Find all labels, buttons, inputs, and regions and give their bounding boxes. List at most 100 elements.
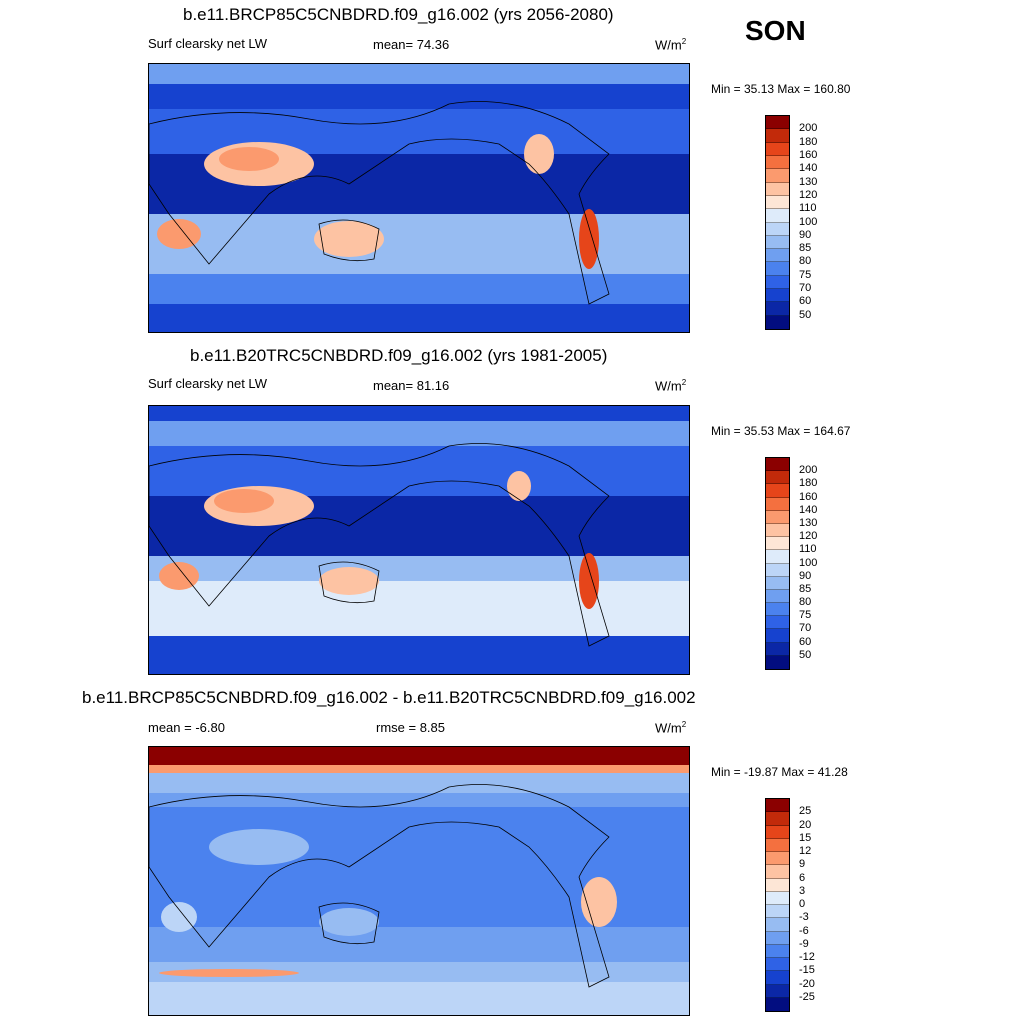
panel3-map (148, 746, 690, 1016)
panel3-rmse-label: rmse = 8.85 (376, 720, 446, 735)
panel2-variable-label: Surf clearsky net LW (148, 376, 267, 391)
colorbar-tick-label: 75 (799, 609, 812, 622)
colorbar-tick-label: 90 (799, 228, 812, 241)
colorbar-segment (766, 931, 789, 945)
colorbar-segment (766, 129, 789, 143)
panel1-colorbar-labels: 200 180 160 140 130 120 110 100 90 85 80 75 70 60 50 (799, 115, 839, 330)
panel2-colorbar-labels: 200 180 160 140 130 120 110 100 90 85 80 75 70 60 50 (799, 457, 839, 670)
colorbar-segment (766, 812, 789, 826)
colorbar-tick-label: -15 (799, 964, 815, 977)
colorbar-tick-label: 80 (799, 596, 812, 609)
colorbar-segment (766, 825, 789, 839)
colorbar-segment (766, 563, 789, 577)
colorbar-tick-label: -25 (799, 990, 815, 1003)
panel1-units: W/m2 (655, 37, 687, 53)
colorbar-tick-label: 90 (799, 569, 812, 582)
colorbar-segment (766, 838, 789, 852)
panel3-title: b.e11.BRCP85C5CNBDRD.f09_g16.002 - b.e11… (82, 688, 696, 707)
colorbar-segment (766, 971, 789, 985)
colorbar-segment (766, 603, 789, 617)
colorbar-tick-label: 25 (799, 805, 812, 818)
colorbar-segment (766, 497, 789, 511)
colorbar-segment (766, 169, 789, 183)
colorbar-tick-label: -6 (799, 924, 809, 937)
panel2-minmax: Min = 35.53 Max = 164.67 (711, 424, 851, 438)
colorbar-tick-label: -9 (799, 937, 809, 950)
colorbar-tick-label: 15 (799, 831, 812, 844)
colorbar-segment (766, 116, 789, 130)
panel3-colorbar-segments (766, 799, 789, 1011)
colorbar-tick-label: -12 (799, 951, 815, 963)
colorbar-tick-label: 120 (799, 188, 818, 201)
colorbar-tick-label: 75 (799, 268, 812, 281)
colorbar-segment (766, 944, 789, 958)
colorbar-tick-label: 140 (799, 503, 818, 516)
colorbar-segment (766, 182, 789, 196)
panel1-map (148, 63, 690, 333)
colorbar-tick-label: 50 (799, 648, 812, 661)
panel2-colorbar (765, 457, 790, 670)
colorbar-tick-label: 70 (799, 282, 812, 295)
colorbar-tick-label: 85 (799, 582, 812, 595)
colorbar-segment (766, 589, 789, 604)
colorbar-tick-label: 200 (799, 122, 818, 135)
colorbar-tick-label: 130 (799, 516, 818, 529)
panel1-title: b.e11.BRCP85C5CNBDRD.f09_g16.002 (yrs 20… (183, 5, 614, 24)
colorbar-segment (766, 852, 789, 866)
colorbar-segment (766, 984, 789, 998)
colorbar-segment (766, 195, 789, 210)
panel3-colorbar (765, 798, 790, 1012)
colorbar-segment (766, 878, 789, 892)
colorbar-tick-label: 120 (799, 530, 818, 543)
colorbar-segment (766, 576, 789, 590)
colorbar-segment (766, 222, 789, 236)
panel3-colorbar-labels: 25 20 15 12 9 6 3 0 -3 -6 -9 -12 -15 -20 -25 (799, 798, 839, 1012)
colorbar-segment (766, 458, 789, 472)
season-label: SON (745, 15, 806, 46)
panel1-minmax: Min = 35.13 Max = 160.80 (711, 82, 851, 96)
colorbar-segment (766, 918, 789, 932)
colorbar-segment (766, 209, 789, 223)
colorbar-segment (766, 235, 789, 250)
colorbar-segment (766, 616, 789, 630)
panel2-map-field (149, 406, 689, 674)
panel2-mean-label: mean= 81.16 (373, 378, 450, 393)
colorbar-tick-label: 3 (799, 884, 806, 897)
colorbar-segment (766, 275, 789, 290)
colorbar-tick-label: 80 (799, 255, 812, 268)
colorbar-tick-label: 70 (799, 622, 812, 635)
panel1-variable-label: Surf clearsky net LW (148, 36, 267, 51)
colorbar-segment (766, 142, 789, 156)
colorbar-segment (766, 642, 789, 656)
colorbar-segment (766, 510, 789, 524)
colorbar-segment (766, 550, 789, 564)
panel3-minmax: Min = -19.87 Max = 41.28 (711, 765, 848, 779)
panel2-colorbar-segments (766, 458, 789, 669)
colorbar-segment (766, 655, 789, 669)
colorbar-tick-label: 180 (799, 477, 818, 490)
colorbar-segment (766, 262, 789, 276)
colorbar-segment (766, 958, 789, 972)
colorbar-tick-label: -20 (799, 977, 815, 990)
colorbar-tick-label: 0 (799, 898, 806, 910)
colorbar-tick-label: 160 (799, 148, 818, 161)
colorbar-tick-label: 60 (799, 635, 812, 648)
colorbar-segment (766, 471, 789, 485)
colorbar-tick-label: 180 (799, 135, 818, 148)
colorbar-tick-label: 110 (799, 543, 817, 556)
panel1-colorbar (765, 115, 790, 330)
colorbar-tick-label: 130 (799, 175, 818, 188)
colorbar-segment (766, 249, 789, 263)
colorbar-segment (766, 865, 789, 879)
panel1-colorbar-segments (766, 116, 789, 329)
colorbar-tick-label: 6 (799, 871, 806, 884)
colorbar-segment (766, 484, 789, 498)
colorbar-segment (766, 315, 789, 329)
colorbar-tick-label: 100 (799, 215, 818, 228)
colorbar-segment (766, 905, 789, 919)
colorbar-segment (766, 537, 789, 551)
panel2-title: b.e11.B20TRC5CNBDRD.f09_g16.002 (yrs 198… (190, 346, 608, 365)
panel3-units: W/m2 (655, 720, 687, 736)
colorbar-tick-label: 85 (799, 242, 812, 255)
colorbar-segment (766, 629, 789, 643)
